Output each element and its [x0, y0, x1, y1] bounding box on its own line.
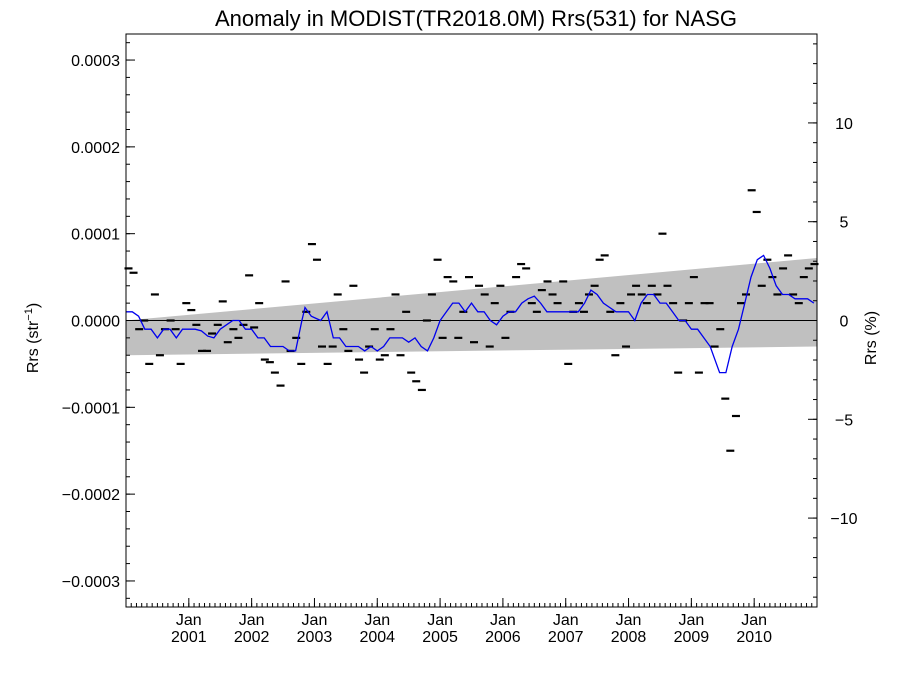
- x-tick-label-month-4: Jan: [427, 612, 453, 629]
- y-axis-left-title-close: ): [25, 303, 42, 308]
- y-left-tick-label-4: 0.0001: [71, 227, 120, 244]
- y-axis-left-title-superscript: −1: [23, 308, 35, 321]
- y-right-tick-label-3: 5: [840, 215, 849, 232]
- y-left-tick-label-0: −0.0003: [62, 574, 120, 591]
- x-tick-label-month-5: Jan: [490, 612, 516, 629]
- x-tick-label-year-8: 2009: [674, 629, 710, 646]
- chart-title: Anomaly in MODIST(TR2018.0M) Rrs(531) fo…: [215, 6, 737, 31]
- plot-area: −0.0003 −0.0002 −0.0001 0.0000 0.0001 0.0002 0…: [62, 33, 858, 646]
- x-tick-label-month-0: Jan: [176, 612, 202, 629]
- x-tick-label-month-2: Jan: [302, 612, 328, 629]
- trend-band: [126, 257, 817, 356]
- x-tick-label-month-3: Jan: [364, 612, 390, 629]
- y-left-tick-label-5: 0.0002: [71, 140, 120, 157]
- x-tick-label-year-0: 2001: [171, 629, 207, 646]
- y-right-tick-label-4: 10: [835, 116, 853, 133]
- x-tick-label-year-2: 2003: [297, 629, 333, 646]
- y-axis-left-title-text: Rrs (str: [25, 320, 42, 373]
- x-tick-label-month-9: Jan: [741, 612, 767, 629]
- x-tick-label-year-9: 2010: [736, 629, 772, 646]
- y-left-tick-label-1: −0.0002: [62, 487, 120, 504]
- x-tick-label-year-5: 2006: [485, 629, 521, 646]
- x-tick-label-year-6: 2007: [548, 629, 584, 646]
- x-tick-label-month-7: Jan: [616, 612, 642, 629]
- y-right-tick-label-1: −5: [835, 412, 853, 429]
- x-tick-label-year-3: 2004: [359, 629, 395, 646]
- y-right-tick-label-0: −10: [830, 511, 857, 528]
- smoothed-line: [126, 254, 815, 374]
- y-left-tick-label-6: 0.0003: [71, 53, 120, 70]
- x-tick-label-month-8: Jan: [678, 612, 704, 629]
- y-right-tick-label-2: 0: [840, 314, 849, 331]
- y-left-tick-label-2: −0.0001: [62, 400, 120, 417]
- x-tick-label-year-1: 2002: [234, 629, 270, 646]
- x-tick-label-year-7: 2008: [611, 629, 647, 646]
- x-tick-label-month-6: Jan: [553, 612, 579, 629]
- y-left-tick-label-3: 0.0000: [71, 314, 120, 331]
- y-axis-left-title: Rrs (str−1): [23, 303, 42, 373]
- y-axis-right-title: Rrs (%): [863, 311, 880, 365]
- x-tick-label-year-4: 2005: [422, 629, 458, 646]
- x-tick-label-month-1: Jan: [239, 612, 265, 629]
